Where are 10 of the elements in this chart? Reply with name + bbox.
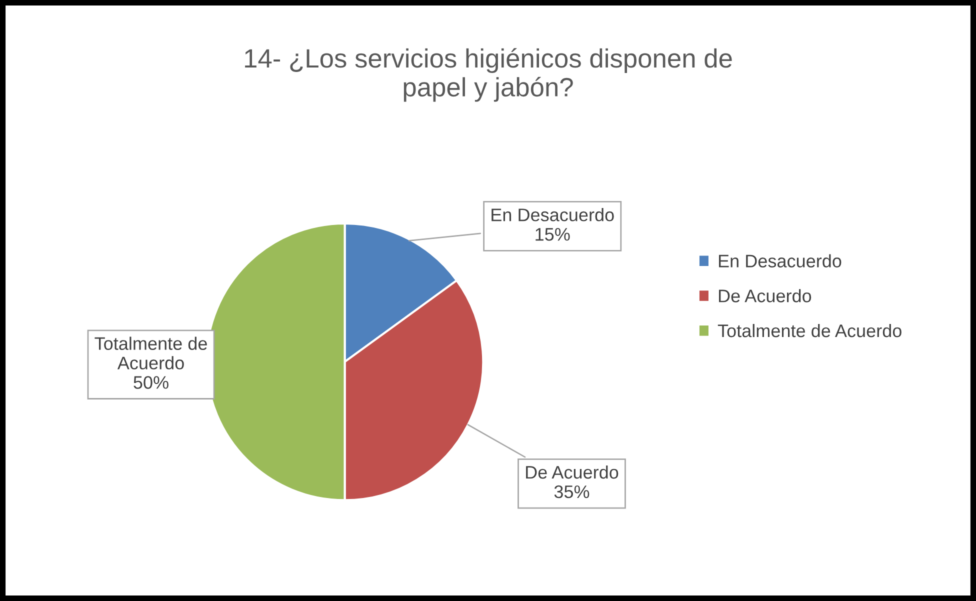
slice-label: Totalmente de Acuerdo	[94, 336, 207, 370]
data-label: 50%	[134, 376, 168, 389]
slice-label: De Acuerdo	[526, 465, 618, 479]
legend-label: De Acuerdo	[718, 289, 812, 302]
slice-label: En Desacuerdo	[492, 208, 614, 222]
data-label: 15%	[536, 228, 570, 241]
legend-label: Totalmente de Acuerdo	[718, 324, 902, 338]
legend-label: En Desacuerdo	[718, 254, 842, 268]
chart-title: 14- ¿Los servicios higiénicos disponen de papel y jabón?	[245, 48, 732, 102]
data-label: 35%	[554, 485, 590, 498]
